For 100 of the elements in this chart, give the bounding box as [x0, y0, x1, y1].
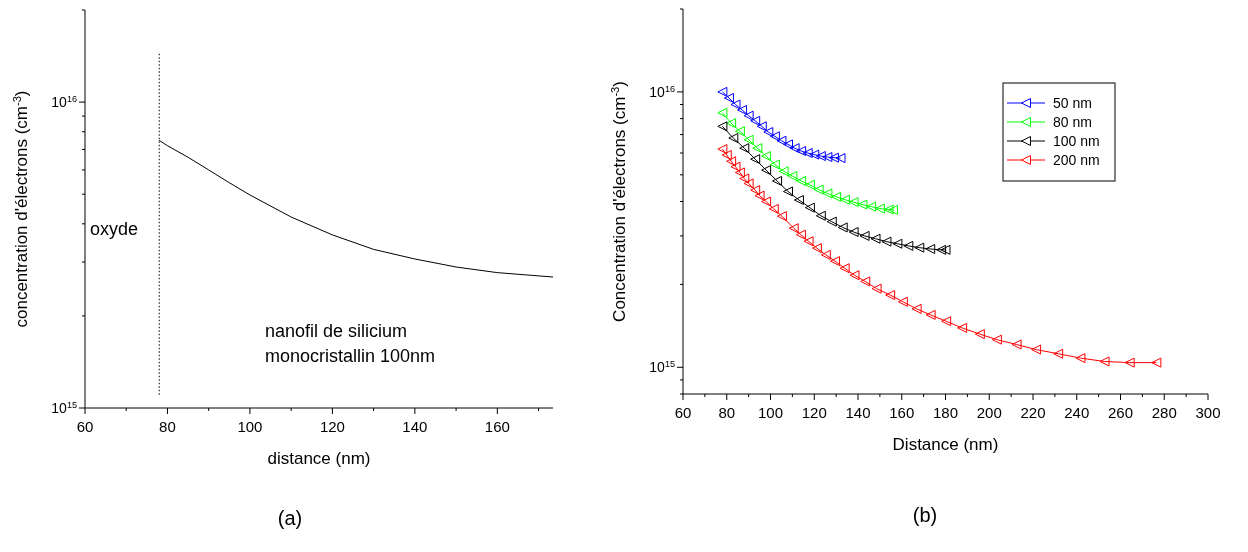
point — [837, 222, 848, 233]
point — [848, 197, 859, 208]
x-tick-label: 260 — [1107, 404, 1134, 421]
legend-label: 80 nm — [1053, 114, 1092, 130]
point — [885, 290, 896, 301]
point — [870, 233, 881, 244]
legend-label: 200 nm — [1053, 152, 1100, 168]
point — [1053, 348, 1064, 359]
point — [1099, 356, 1110, 367]
x-tick-label: 240 — [1064, 404, 1090, 421]
point — [839, 194, 850, 205]
point — [874, 203, 885, 214]
x-tick-label: 80 — [718, 404, 736, 421]
point — [903, 240, 914, 251]
point — [739, 173, 750, 184]
point — [860, 276, 871, 287]
x-tick-label: 140 — [402, 418, 428, 435]
point — [763, 127, 774, 138]
point — [730, 161, 741, 172]
x-tick-label: 160 — [889, 404, 915, 421]
point — [811, 243, 822, 254]
point — [788, 223, 799, 234]
point — [750, 154, 761, 165]
point — [752, 143, 763, 154]
point — [754, 190, 765, 201]
point — [734, 126, 745, 137]
point — [796, 146, 807, 157]
point — [726, 118, 737, 129]
point — [925, 309, 936, 320]
point — [721, 150, 732, 161]
point — [848, 226, 859, 237]
point — [871, 283, 882, 294]
text: (b) — [912, 504, 938, 526]
point — [974, 329, 985, 340]
point — [743, 110, 754, 121]
point — [787, 171, 798, 182]
x-tick-label: 280 — [1151, 404, 1177, 421]
point — [828, 152, 839, 163]
point — [809, 149, 820, 160]
point — [750, 115, 761, 126]
point — [750, 185, 761, 196]
point — [1124, 357, 1135, 368]
point — [728, 133, 739, 144]
point — [925, 243, 936, 254]
point — [826, 216, 837, 227]
point — [1075, 353, 1086, 364]
point — [803, 236, 814, 247]
point — [857, 199, 868, 210]
point — [761, 151, 772, 162]
legend-label: 50 nm — [1053, 95, 1092, 111]
point — [883, 204, 894, 215]
point — [813, 184, 824, 195]
point — [739, 143, 750, 154]
point — [911, 303, 922, 314]
point — [991, 334, 1002, 345]
point — [726, 156, 737, 167]
point — [892, 238, 903, 249]
x-tick-label: 120 — [801, 404, 827, 421]
x-tick-label: 300 — [1195, 404, 1221, 421]
point — [888, 204, 898, 215]
point — [768, 203, 779, 214]
annotation: nanofil de silicium monocristallin 100nm — [265, 321, 436, 366]
point — [772, 175, 783, 186]
point — [897, 296, 908, 307]
point — [830, 256, 841, 267]
point — [769, 159, 780, 170]
point — [881, 236, 892, 247]
point — [831, 191, 842, 202]
point — [783, 186, 793, 197]
point — [723, 93, 734, 104]
x-tick-label: 100 — [237, 418, 263, 435]
x-tick-label: 60 — [674, 404, 692, 421]
point — [783, 139, 793, 150]
x-tick-label: 140 — [845, 404, 871, 421]
x-tick-label: 220 — [1020, 404, 1046, 421]
point — [769, 131, 780, 142]
point — [835, 153, 846, 164]
point — [761, 165, 772, 176]
point — [796, 175, 807, 186]
point — [730, 99, 741, 110]
point — [804, 202, 815, 213]
point — [734, 167, 745, 178]
point — [839, 263, 850, 274]
point — [778, 166, 789, 177]
x-tick-label: 80 — [159, 418, 176, 435]
point — [940, 244, 951, 255]
x-tick-label: 60 — [76, 418, 94, 435]
point — [804, 179, 815, 190]
point — [859, 230, 870, 241]
x-tick-label: 120 — [319, 418, 345, 435]
annotation: oxyde — [90, 219, 139, 239]
y-tick-label: 10$^{15}$ — [51, 400, 77, 416]
point — [717, 121, 728, 132]
x-axis-title: distance (nm) — [267, 449, 371, 468]
point — [793, 195, 804, 206]
y-tick-label: 10$^{15}$ — [649, 359, 675, 376]
point — [1151, 357, 1162, 368]
x-tick-label: 200 — [976, 404, 1002, 421]
point — [761, 196, 772, 207]
point — [776, 135, 787, 146]
